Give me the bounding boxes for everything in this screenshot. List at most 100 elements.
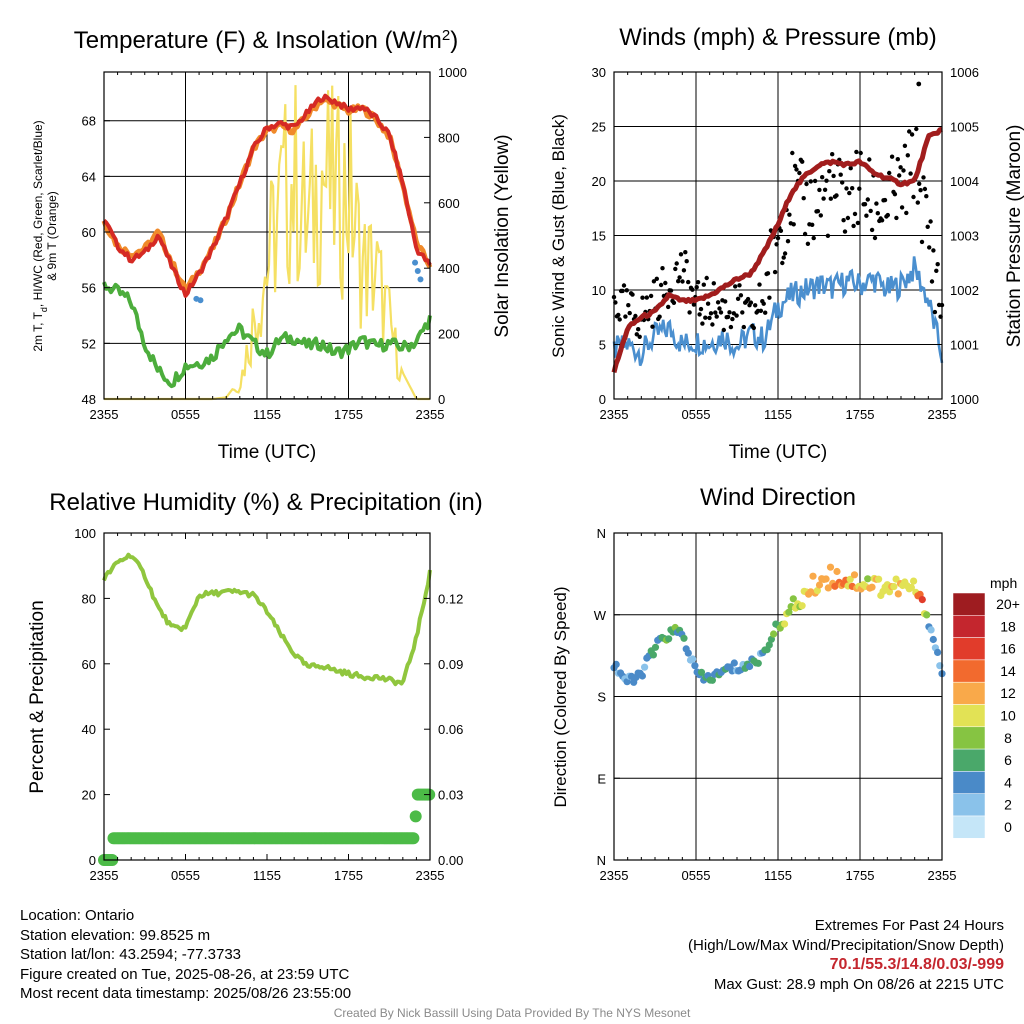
gust-point: [620, 288, 625, 294]
gust-point: [902, 143, 908, 148]
gust-point: [713, 310, 718, 315]
wind-direction-point: [770, 630, 778, 638]
wind-direction-point: [798, 602, 806, 610]
wind-direction-point: [765, 641, 773, 649]
y2-tick-label: 1002: [950, 283, 979, 298]
hiwc-point: [412, 259, 419, 266]
extremes-values: 70.1/55.3/14.8/0.03/-999: [829, 956, 1004, 973]
gust-point: [704, 275, 709, 281]
gust-point: [840, 180, 845, 185]
gust-point: [658, 282, 664, 288]
insolation-y2-label: Solar Insolation (Yellow): [492, 134, 513, 337]
y2-tick-label: 1005: [950, 120, 979, 135]
gust-point: [663, 280, 668, 286]
gust-point: [686, 279, 691, 285]
gust-point: [914, 126, 919, 132]
wind-direction-point: [850, 571, 859, 579]
legend-swatch: [952, 659, 986, 683]
gust-point: [687, 310, 692, 315]
legend-swatch: [952, 681, 986, 705]
gust-point: [845, 215, 851, 221]
winds-title: Winds (mph) & Pressure (mb): [619, 24, 936, 51]
station-latlon: Station lat/lon: 43.2594; -77.3733: [20, 946, 242, 963]
legend-label: 2: [1004, 797, 1012, 813]
gust-point: [875, 211, 880, 216]
legend-label: 0: [1004, 819, 1012, 835]
wind-direction-point: [809, 572, 817, 580]
temperature-x-label: Time (UTC): [218, 442, 317, 463]
gust-point: [854, 149, 859, 155]
wind-direction-point: [918, 596, 926, 604]
gust-point: [792, 163, 798, 169]
gust-point: [898, 165, 903, 170]
wind-direction-point: [934, 648, 942, 657]
legend-label: 16: [1000, 641, 1016, 657]
gust-point: [711, 281, 716, 286]
sonic-wind-line: [612, 256, 944, 367]
wind-direction-point: [927, 626, 935, 634]
gust-point: [680, 279, 685, 284]
gust-point: [745, 296, 751, 302]
gust-point: [738, 293, 744, 298]
wind-direction-point: [697, 668, 706, 676]
wind-direction-point: [892, 575, 900, 583]
wind-direction-point: [890, 583, 898, 591]
wind-speed-legend: mph 20+ 18 16 14 12 10 8 6 4 2 0: [952, 575, 1020, 839]
y-tick-label: 30: [592, 65, 606, 80]
x-tick-label: 0555: [682, 868, 711, 883]
x-tick-label: 1155: [764, 407, 792, 422]
gust-point: [885, 212, 890, 218]
temperature-panel: Temperature (F) & Insolation (W/m2) 2355…: [31, 27, 513, 464]
gust-point: [758, 308, 764, 313]
gust-point: [911, 194, 916, 200]
wind-direction-point: [868, 583, 876, 591]
hiwc-point: [197, 297, 204, 304]
gust-point: [705, 301, 711, 306]
x-tick-label: 2355: [928, 407, 957, 422]
legend-label: 6: [1004, 752, 1012, 768]
wind-direction-point: [651, 643, 660, 651]
gust-point: [640, 295, 645, 300]
y2-tick-label: 200: [438, 327, 460, 342]
y2-tick-label: 0.00: [438, 853, 463, 868]
gust-point: [882, 197, 888, 203]
y-tick-label: N: [597, 526, 606, 541]
gust-point: [901, 168, 906, 173]
wind-direction-point: [649, 651, 658, 659]
gust-point: [695, 280, 701, 285]
gust-point: [651, 279, 657, 284]
gust-point: [867, 157, 872, 162]
gust-point: [822, 187, 828, 192]
winds-axes: 2355 0555 1155 1755 235505101520253010001001…: [592, 65, 979, 422]
y-tick-label: 15: [592, 229, 606, 244]
gust-point: [817, 187, 822, 193]
gust-point: [851, 223, 856, 229]
y-tick-label: N: [597, 853, 606, 868]
station-elevation: Station elevation: 99.8525 m: [20, 926, 211, 944]
wind-direction-point: [691, 662, 699, 670]
gust-point: [728, 324, 734, 330]
legend-swatch: [952, 637, 986, 661]
dewpoint-line: [102, 281, 432, 389]
gust-point: [794, 167, 799, 172]
y2-tick-label: 1001: [950, 338, 979, 353]
gust-point: [623, 314, 628, 319]
gust-point: [929, 279, 935, 284]
gust-point: [821, 196, 826, 201]
gust-point: [907, 129, 912, 134]
legend-label: 8: [1004, 730, 1012, 746]
credit-line: Created By Nick Bassill Using Data Provi…: [333, 1006, 691, 1020]
gust-point: [811, 235, 816, 241]
x-tick-label: 2355: [600, 868, 629, 883]
gust-point: [734, 313, 739, 318]
x-tick-label: 2355: [90, 407, 119, 422]
gust-point: [924, 194, 929, 199]
gust-point: [660, 266, 665, 271]
gust-point: [855, 220, 861, 226]
humidity-axes: 2355 0555 1155 1755 23550204060801000.000.03…: [74, 526, 463, 883]
gust-point: [797, 170, 802, 176]
most-recent-timestamp: Most recent data timestamp: 2025/08/26 2…: [20, 985, 352, 1002]
gust-point: [701, 282, 706, 287]
y-tick-label: 25: [592, 120, 606, 135]
